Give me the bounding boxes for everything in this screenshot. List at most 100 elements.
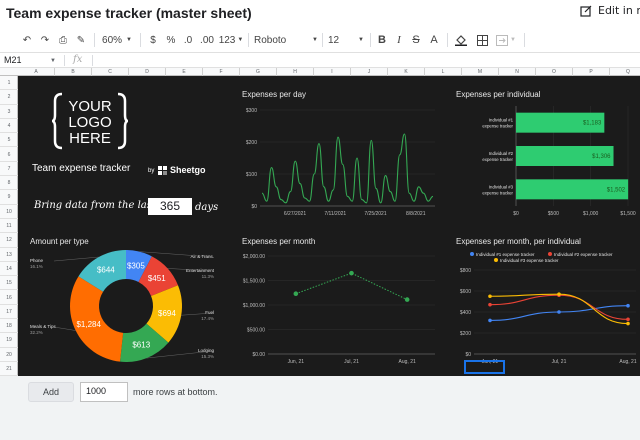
column-header[interactable]: P bbox=[573, 68, 610, 76]
italic-button[interactable]: I bbox=[397, 34, 401, 46]
days-input[interactable]: 365 bbox=[148, 198, 192, 215]
slice-value-label: $613 bbox=[132, 341, 150, 350]
row-header[interactable]: 3 bbox=[0, 105, 18, 119]
leader-line bbox=[181, 312, 214, 316]
slice-name-label: Lodging bbox=[198, 348, 215, 353]
daily-expenses-chart: $0 $100 $200 $300 6/27/2021 7/11/2021 7/25/202… bbox=[246, 108, 435, 217]
donut-slice bbox=[146, 285, 182, 343]
column-header[interactable]: D bbox=[129, 68, 166, 76]
tracker-title: Team expense tracker bbox=[32, 163, 131, 174]
slice-value-label: $644 bbox=[97, 266, 115, 275]
data-point bbox=[626, 303, 630, 308]
font-select[interactable]: Roboto ▼ bbox=[254, 32, 318, 48]
row-header[interactable]: 17 bbox=[0, 305, 18, 320]
donut-slice bbox=[126, 250, 152, 283]
slice-name-label: Phone bbox=[30, 258, 44, 263]
type-chart-title: Amount per type bbox=[30, 237, 89, 246]
font-size-select[interactable]: 12 ▼ bbox=[328, 32, 364, 48]
row-header[interactable]: 16 bbox=[0, 291, 18, 305]
row-header[interactable]: 13 bbox=[0, 248, 18, 262]
column-header[interactable]: O bbox=[536, 68, 573, 76]
category-label: expense tracker bbox=[482, 190, 513, 195]
sheetgo-label: Sheetgo bbox=[170, 165, 206, 175]
row-header[interactable]: 8 bbox=[0, 176, 18, 191]
row-header[interactable]: 7 bbox=[0, 162, 18, 177]
category-label: Individual #3 bbox=[489, 184, 514, 189]
decrease-decimal-button[interactable]: .0 bbox=[183, 34, 193, 46]
data-point bbox=[404, 297, 410, 302]
row-header[interactable]: 12 bbox=[0, 233, 18, 248]
redo-icon[interactable]: ↷ bbox=[40, 34, 50, 46]
increase-decimal-button[interactable]: .00 bbox=[200, 34, 214, 46]
y-tick-label: $800 bbox=[460, 268, 471, 274]
row-header[interactable]: 20 bbox=[0, 348, 18, 362]
borders-icon[interactable] bbox=[474, 32, 490, 48]
row-header[interactable]: 5 bbox=[0, 133, 18, 148]
column-header[interactable]: N bbox=[499, 68, 536, 76]
column-header[interactable]: B bbox=[55, 68, 92, 76]
rows-count-input[interactable]: 1000 bbox=[80, 382, 128, 402]
column-header[interactable]: A bbox=[18, 68, 55, 76]
row-header[interactable]: 14 bbox=[0, 262, 18, 277]
column-header[interactable]: M bbox=[462, 68, 499, 76]
column-header[interactable]: F bbox=[203, 68, 240, 76]
column-header[interactable]: E bbox=[166, 68, 203, 76]
chevron-down-icon[interactable]: ▼ bbox=[50, 58, 56, 64]
row-header[interactable]: 1 bbox=[0, 76, 18, 91]
number-format-value: 123 bbox=[218, 34, 236, 46]
column-header[interactable]: G bbox=[240, 68, 277, 76]
edit-in-button[interactable]: Edit in m bbox=[580, 4, 640, 17]
legend-marker bbox=[548, 252, 552, 256]
column-header[interactable]: L bbox=[425, 68, 462, 76]
edit-in-label: Edit in m bbox=[598, 4, 640, 17]
data-point bbox=[349, 270, 354, 276]
number-format-select[interactable]: 123 ▼ bbox=[218, 32, 244, 48]
row-header[interactable]: 11 bbox=[0, 219, 18, 234]
selected-cell[interactable] bbox=[464, 360, 505, 374]
column-header[interactable]: I bbox=[314, 68, 351, 76]
row-header[interactable]: 18 bbox=[0, 319, 18, 334]
column-header[interactable]: J bbox=[351, 68, 388, 76]
data-point bbox=[488, 302, 492, 307]
row-header[interactable]: 6 bbox=[0, 148, 18, 162]
column-header[interactable]: C bbox=[92, 68, 129, 76]
row-header[interactable]: 19 bbox=[0, 333, 18, 348]
row-header[interactable]: 9 bbox=[0, 190, 18, 205]
row-header[interactable]: 15 bbox=[0, 276, 18, 291]
zoom-select[interactable]: 60% ▼ bbox=[100, 32, 134, 48]
month-chart-title: Expenses per month bbox=[242, 237, 316, 246]
y-tick-label: $1,500.00 bbox=[243, 279, 265, 285]
bold-button[interactable]: B bbox=[378, 34, 386, 46]
y-tick-label: $0 bbox=[465, 352, 471, 358]
row-header[interactable]: 4 bbox=[0, 119, 18, 134]
paint-format-icon[interactable]: ✎ bbox=[76, 34, 86, 46]
slice-name-label: Entertainment bbox=[186, 268, 215, 273]
column-header[interactable]: Q bbox=[610, 68, 640, 76]
percent-button[interactable]: % bbox=[166, 34, 176, 46]
legend-label: Individual #3 expense tracker bbox=[500, 258, 559, 263]
print-icon[interactable]: ⎙ bbox=[59, 34, 67, 46]
name-box[interactable]: M21 bbox=[4, 55, 22, 65]
more-rows-text: more rows at bottom. bbox=[133, 387, 218, 397]
column-header[interactable]: H bbox=[277, 68, 314, 76]
add-rows-button[interactable]: Add bbox=[28, 382, 74, 402]
merge-cells-icon[interactable]: ▼ bbox=[494, 32, 518, 48]
donut-slice bbox=[70, 276, 124, 362]
y-tick-label: $400 bbox=[460, 310, 471, 316]
zoom-value: 60% bbox=[102, 34, 123, 46]
undo-icon[interactable]: ↶ bbox=[22, 34, 32, 46]
data-point bbox=[626, 321, 630, 326]
row-header[interactable]: 2 bbox=[0, 90, 18, 105]
row-header[interactable]: 10 bbox=[0, 205, 18, 219]
monthly-individual-chart: $0 $200 $400 $600 $800 Individual #1 expense … bbox=[460, 252, 637, 365]
strikethrough-button[interactable]: S bbox=[412, 34, 420, 46]
text-color-button[interactable]: A bbox=[430, 34, 438, 46]
monthly-expenses-chart: $0.00 $500.00 $1,000.00 $1,500.00 $2,000.00 J… bbox=[243, 254, 435, 365]
y-tick-label: $100 bbox=[246, 172, 257, 178]
column-header[interactable]: K bbox=[388, 68, 425, 76]
slice-percent-label: 11.3% bbox=[202, 274, 214, 279]
currency-button[interactable]: $ bbox=[150, 34, 156, 46]
fill-color-icon[interactable] bbox=[453, 32, 469, 48]
row-header[interactable]: 21 bbox=[0, 362, 18, 377]
